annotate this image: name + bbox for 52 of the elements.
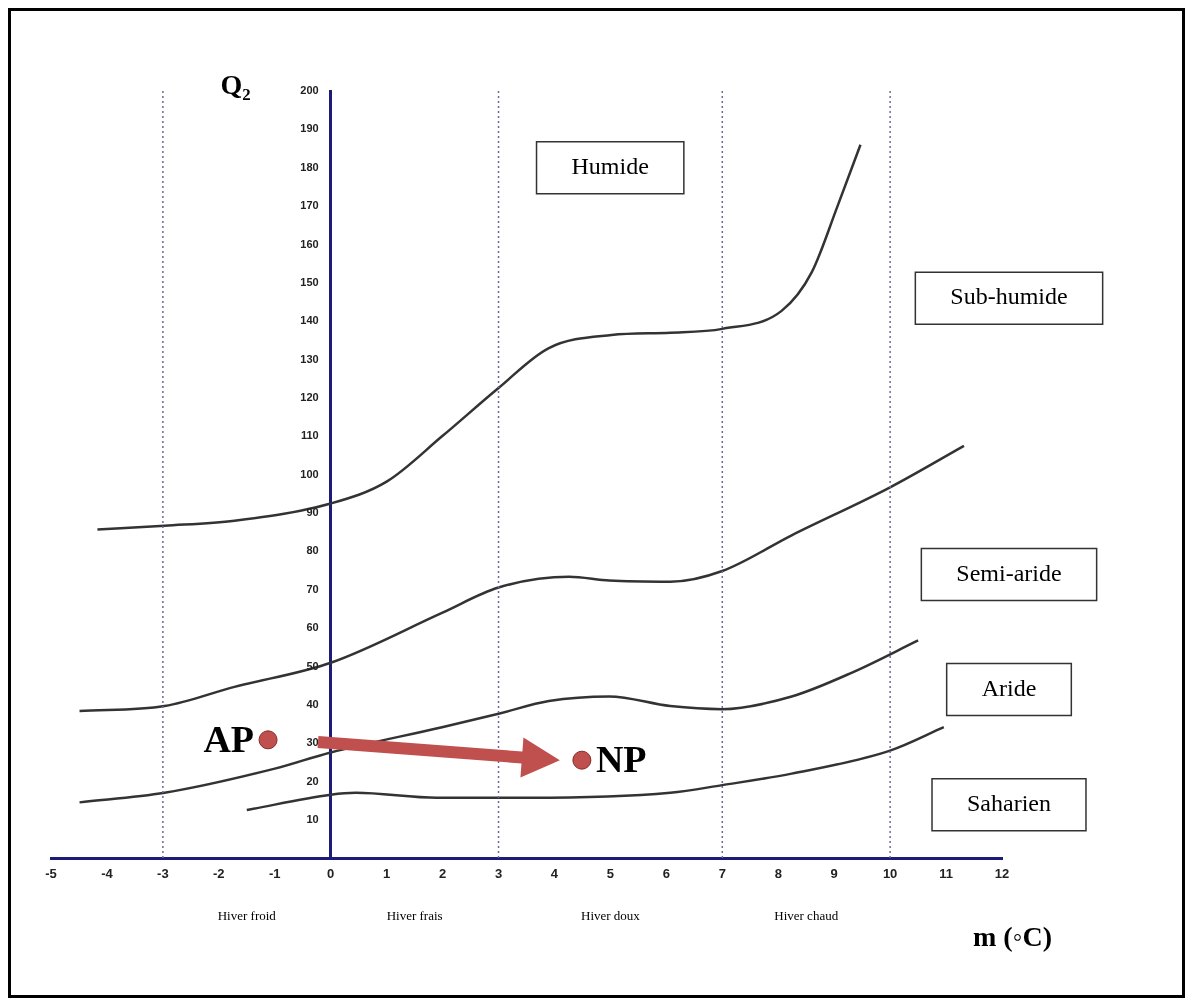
y-tick-label: 130	[300, 352, 319, 365]
text: Hiver doux	[580, 907, 641, 923]
x-tick-label: -5	[45, 865, 57, 881]
x-tick-label: 8	[774, 865, 782, 881]
y-axis-title: Q₂	[220, 69, 251, 101]
line-series	[96, 143, 862, 531]
y-tick-label: 150	[300, 275, 319, 288]
x-tick-label: -4	[101, 865, 114, 881]
annotation: Humide	[571, 153, 649, 180]
x-tick-label: 1	[383, 865, 391, 881]
y-tick-label: 200	[300, 84, 319, 97]
y-tick-label: 190	[300, 122, 319, 135]
text: Hiver frais	[386, 907, 443, 923]
text: Hiver froid	[217, 907, 277, 923]
x-tick-label: 11	[939, 865, 953, 881]
x-tick-label: 6	[662, 865, 670, 881]
y-tick-label: 160	[300, 237, 319, 250]
x-tick-label: 2	[438, 865, 447, 881]
x-tick-label: 12	[994, 865, 1010, 881]
y-tick-label: 80	[306, 544, 319, 557]
x-tick-label: 4	[550, 865, 559, 881]
y-tick-label: 40	[306, 697, 319, 710]
series-label: AP	[203, 717, 255, 760]
y-tick-label: 60	[306, 621, 319, 634]
y-tick-label: 30	[306, 736, 319, 749]
x-tick-label: 7	[718, 865, 726, 881]
annotation: Aride	[981, 674, 1037, 701]
text: Hiver chaud	[774, 907, 839, 923]
y-tick-label: 90	[306, 506, 319, 519]
x-tick-label: -2	[213, 865, 225, 881]
y-tick-label: 20	[306, 774, 319, 787]
annotation: Sub-humide	[950, 283, 1068, 310]
y-tick-label: 170	[300, 199, 319, 212]
x-tick-label: 10	[882, 865, 898, 881]
series-label: NP	[595, 737, 647, 780]
y-tick-label: 110	[300, 429, 319, 442]
x-tick-label: 3	[494, 865, 503, 881]
y-tick-label: 140	[300, 314, 319, 327]
y-tick-label: 180	[300, 160, 319, 173]
y-tick-label: 120	[300, 390, 319, 403]
x-tick-label: 0	[327, 865, 335, 881]
x-tick-label: -3	[157, 865, 169, 881]
x-axis-title: m (◦C)	[972, 920, 1052, 952]
annotation: Semi-aride	[956, 559, 1062, 586]
y-tick-label: 100	[300, 467, 319, 480]
line-series	[78, 639, 920, 804]
x-tick-label: 9	[830, 865, 838, 881]
y-tick-label: 70	[306, 582, 319, 595]
y-tick-label: 10	[306, 813, 319, 826]
x-tick-label: 5	[606, 865, 615, 881]
x-tick-label: -1	[268, 865, 281, 881]
annotation: Saharien	[967, 789, 1051, 816]
